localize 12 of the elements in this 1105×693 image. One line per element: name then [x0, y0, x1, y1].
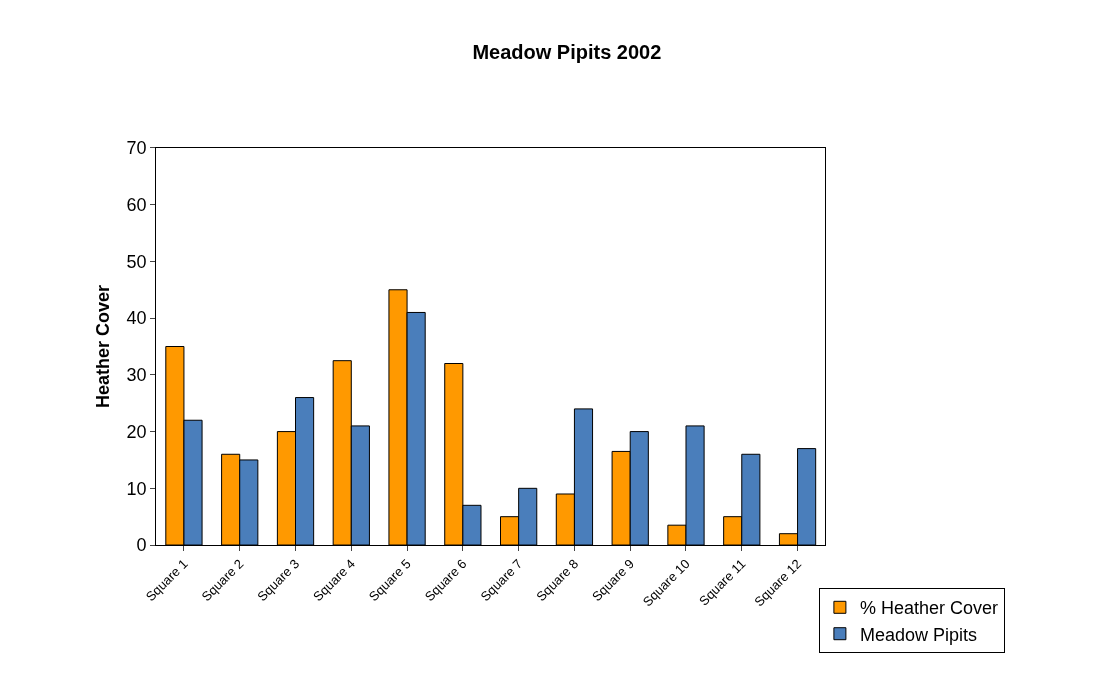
y-tick-label: 60: [126, 194, 147, 215]
legend-label: % Heather Cover: [859, 598, 998, 619]
chart-title: Meadow Pipits 2002: [472, 40, 662, 63]
y-tick-label: 30: [126, 365, 147, 386]
y-tick-label: 40: [126, 308, 147, 329]
y-tick-label: 70: [126, 138, 147, 159]
legend-label: Meadow Pipits: [859, 624, 977, 645]
y-axis-title: Heather Cover: [92, 284, 113, 409]
y-tick-label: 0: [136, 535, 147, 556]
y-tick-label: 20: [126, 421, 147, 442]
y-tick-label: 50: [126, 251, 147, 272]
y-tick-label: 10: [126, 478, 147, 499]
